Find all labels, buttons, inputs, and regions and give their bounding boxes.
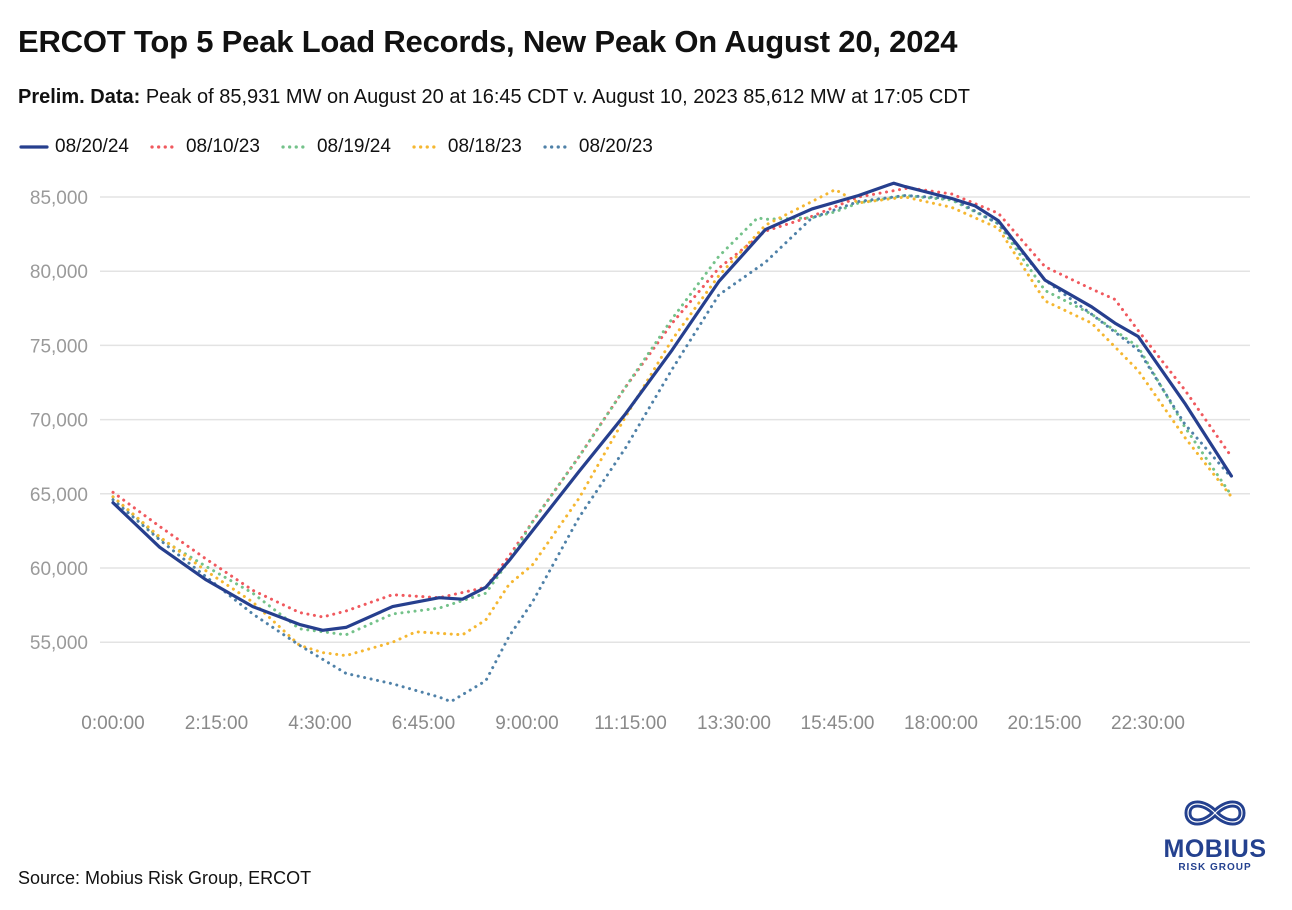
subtitle-label: Prelim. Data:: [18, 86, 141, 108]
y-tick-label: 75,000: [30, 336, 88, 357]
series-line-08-10-23: [111, 186, 1233, 619]
y-tick-label: 85,000: [30, 188, 88, 209]
x-tick-label: 20:15:00: [1008, 713, 1082, 734]
x-tick-label: 18:00:00: [904, 713, 978, 734]
series-line-08-20-23: [111, 194, 1233, 704]
x-tick-label: 6:45:00: [392, 713, 455, 734]
x-tick-label: 11:15:00: [594, 713, 667, 734]
series-line-08-18-23: [111, 188, 1233, 658]
legend-item: 08/18/23: [411, 136, 522, 158]
legend-swatch: [543, 145, 573, 149]
legend-item: 08/19/24: [280, 136, 391, 158]
legend-swatch: [412, 145, 442, 149]
legend-swatch: [281, 145, 311, 149]
y-tick-label: 70,000: [30, 411, 88, 432]
legend-label: 08/10/23: [185, 136, 260, 157]
x-tick-label: 22:30:00: [1111, 713, 1185, 734]
y-tick-label: 80,000: [30, 262, 88, 283]
chart-title: ERCOT Top 5 Peak Load Records, New Peak …: [18, 24, 958, 59]
x-tick-label: 2:15:00: [185, 713, 248, 734]
y-tick-label: 60,000: [30, 559, 88, 580]
legend-label: 08/20/24: [55, 136, 129, 157]
legend-swatch: [150, 145, 180, 149]
series-line-08-20-24: [111, 181, 1233, 632]
legend-label: 08/18/23: [447, 136, 522, 157]
legend-item: 08/10/23: [149, 136, 260, 158]
y-tick-label: 65,000: [30, 485, 88, 506]
source-note: Source: Mobius Risk Group, ERCOT: [18, 868, 312, 888]
legend-item: 08/20/24: [18, 136, 129, 158]
legend-item: 08/20/23: [542, 136, 653, 158]
chart-subtitle: Prelim. Data: Peak of 85,931 MW on Augus…: [18, 86, 970, 109]
logo-subtext: RISK GROUP: [1178, 862, 1252, 873]
x-tick-label: 4:30:00: [288, 713, 351, 734]
legend-label: 08/20/23: [578, 136, 653, 157]
x-tick-label: 13:30:00: [697, 713, 771, 734]
x-tick-label: 0:00:00: [81, 713, 144, 734]
subtitle-text: Peak of 85,931 MW on August 20 at 16:45 …: [140, 86, 971, 108]
legend: 08/20/24 08/10/23 08/19/24 08/18/23 08/20/23: [18, 136, 653, 158]
series-line-08-19-24: [111, 194, 1233, 637]
mobius-logo: MOBIUS RISK GROUP: [1150, 795, 1280, 873]
legend-swatch: [19, 145, 49, 149]
y-tick-label: 55,000: [30, 633, 88, 654]
mobius-infinity-icon: [1184, 800, 1246, 826]
x-tick-label: 9:00:00: [495, 713, 558, 734]
x-tick-label: 15:45:00: [801, 713, 875, 734]
logo-name: MOBIUS: [1163, 835, 1267, 863]
legend-label: 08/19/24: [316, 136, 391, 157]
